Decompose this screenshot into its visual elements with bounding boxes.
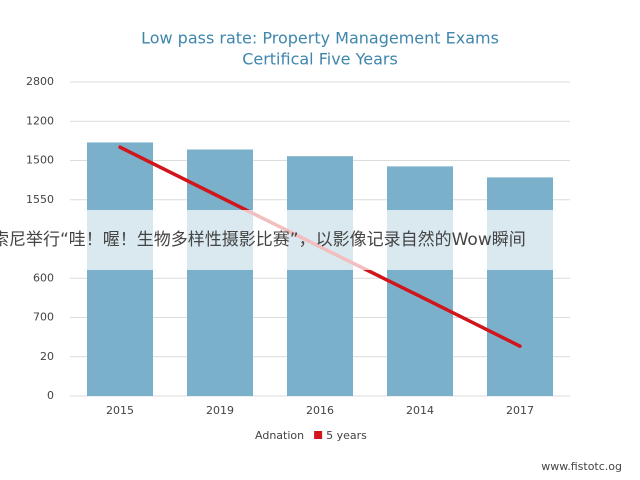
y-tick-label: 1500 [26, 154, 54, 167]
chart-title: Low pass rate: Property Management Exams [141, 29, 499, 48]
bar [287, 156, 353, 396]
bar [187, 149, 253, 396]
legend-swatch [314, 431, 323, 439]
legend-label: Adnation [255, 429, 304, 442]
x-tick-label: 2016 [306, 404, 334, 417]
chart-subtitle: Certifical Five Years [242, 50, 398, 69]
watermark: www.fistotc.og [541, 460, 622, 473]
y-tick-label: 0 [47, 389, 54, 402]
overlay-banner [0, 210, 640, 270]
y-tick-label: 1550 [26, 193, 54, 206]
bar [387, 166, 453, 396]
y-tick-label: 1200 [26, 114, 54, 127]
y-tick-label: 2800 [26, 75, 54, 88]
x-tick-label: 2017 [506, 404, 534, 417]
x-tick-label: 2019 [206, 404, 234, 417]
y-tick-label: 700 [33, 311, 54, 324]
x-tick-label: 2015 [106, 404, 134, 417]
y-tick-label: 20 [40, 350, 54, 363]
overlay-text: 索尼举行“哇！喔！生物多样性摄影比赛”，以影像记录自然的Wow瞬间 [0, 229, 526, 250]
x-tick-label: 2014 [406, 404, 434, 417]
legend-label: 5 years [326, 429, 367, 442]
y-tick-label: 600 [33, 271, 54, 284]
